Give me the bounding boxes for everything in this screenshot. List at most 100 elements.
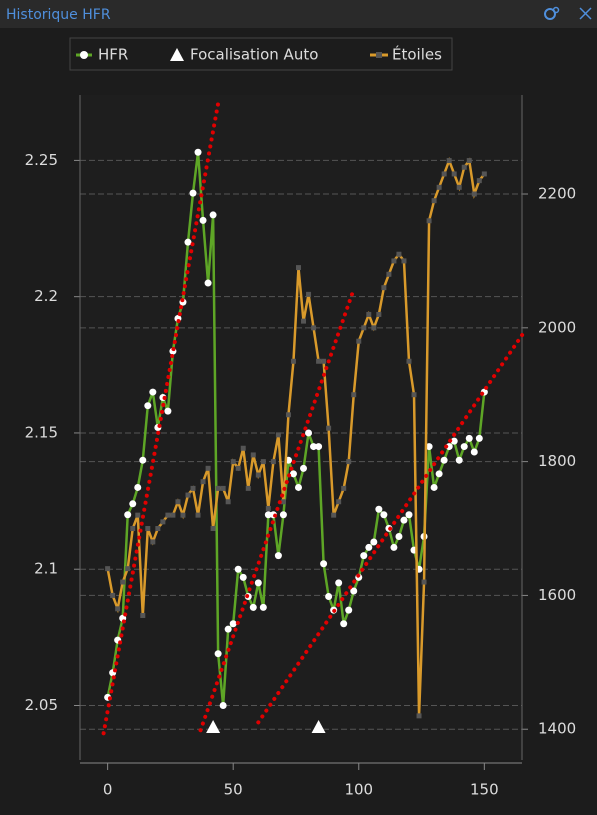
star-marker — [250, 452, 256, 458]
x-tick-label: 100 — [344, 781, 373, 799]
hfr-marker — [300, 464, 308, 472]
hfr-marker — [254, 579, 262, 587]
star-marker — [301, 318, 307, 324]
hfr-marker — [139, 456, 147, 464]
hfr-marker — [440, 456, 448, 464]
star-marker — [115, 606, 121, 612]
y2-tick-label: 1400 — [538, 720, 576, 738]
hfr-marker — [164, 407, 172, 415]
hfr-marker — [365, 543, 373, 551]
star-marker — [140, 612, 146, 618]
star-marker — [255, 472, 261, 478]
star-marker — [170, 512, 176, 518]
hfr-marker — [325, 592, 333, 600]
autofocus-marker — [206, 720, 221, 733]
star-marker — [316, 358, 322, 364]
star-marker — [230, 459, 236, 465]
x-tick-label: 50 — [224, 781, 243, 799]
star-marker — [341, 485, 347, 491]
star-marker — [441, 171, 447, 177]
star-marker — [150, 539, 156, 545]
star-marker — [311, 325, 317, 331]
star-marker — [381, 285, 387, 291]
star-marker — [125, 566, 131, 572]
legend-swatch — [376, 52, 382, 58]
hfr-marker — [274, 552, 282, 560]
legend-swatch — [80, 51, 88, 59]
trend-line — [198, 290, 355, 733]
star-marker — [401, 258, 407, 264]
star-marker — [180, 512, 186, 518]
star-marker — [356, 338, 362, 344]
star-marker — [436, 184, 442, 190]
hfr-marker — [350, 587, 358, 595]
star-marker — [105, 566, 111, 572]
star-marker — [135, 512, 141, 518]
star-marker — [240, 445, 246, 451]
hfr-marker — [224, 625, 232, 633]
legend-swatch — [170, 48, 184, 61]
star-marker — [416, 713, 422, 719]
star-marker — [361, 325, 367, 331]
hfr-marker — [134, 483, 142, 491]
legend-label: HFR — [98, 46, 128, 64]
plot-area — [80, 95, 522, 760]
trend-line — [101, 98, 221, 736]
y2-tick-label: 2000 — [538, 318, 576, 336]
star-marker — [220, 485, 226, 491]
star-marker — [280, 499, 286, 505]
star-marker — [451, 171, 457, 177]
star-marker — [195, 512, 201, 518]
series-line — [106, 157, 486, 716]
x-tick-label: 0 — [103, 781, 113, 799]
panel-title: Historique HFR — [6, 7, 111, 23]
star-marker — [411, 392, 417, 398]
hfr-marker — [345, 606, 353, 614]
hfr-marker — [189, 189, 197, 197]
y2-tick-label: 1600 — [538, 586, 576, 604]
hfr-marker — [259, 603, 267, 611]
star-marker — [190, 485, 196, 491]
star-marker — [155, 526, 161, 532]
star-marker — [306, 291, 312, 297]
star-marker — [130, 526, 136, 532]
hfr-marker — [144, 402, 152, 410]
hfr-marker — [184, 238, 192, 246]
star-marker — [290, 358, 296, 364]
settings-icon[interactable] — [544, 6, 560, 20]
hfr-marker — [294, 483, 302, 491]
star-marker — [110, 592, 116, 598]
hfr-marker — [305, 429, 313, 437]
star-marker — [426, 218, 432, 224]
hfr-marker — [204, 279, 212, 287]
star-marker — [326, 425, 332, 431]
hfr-marker — [279, 511, 287, 519]
star-marker — [461, 164, 467, 170]
star-marker — [346, 459, 352, 465]
star-marker — [145, 526, 151, 532]
star-marker — [175, 499, 181, 505]
hfr-marker — [335, 579, 343, 587]
star-marker — [366, 311, 372, 317]
hfr-marker — [475, 434, 483, 442]
hfr-marker — [289, 470, 297, 478]
star-marker — [471, 191, 477, 197]
hfr-marker — [249, 603, 257, 611]
star-marker — [391, 258, 397, 264]
hfr-marker — [229, 620, 237, 628]
hfr-marker — [149, 388, 157, 396]
legend-box — [69, 37, 453, 71]
hfr-marker — [360, 552, 368, 560]
close-icon[interactable] — [579, 7, 592, 20]
hfr-marker — [405, 511, 413, 519]
star-marker — [205, 465, 211, 471]
hfr-marker — [124, 511, 132, 519]
star-marker — [260, 459, 266, 465]
star-marker — [431, 198, 437, 204]
star-marker — [215, 485, 221, 491]
hfr-marker — [465, 434, 473, 442]
star-marker — [466, 158, 472, 164]
star-marker — [481, 171, 487, 177]
star-marker — [225, 499, 231, 505]
